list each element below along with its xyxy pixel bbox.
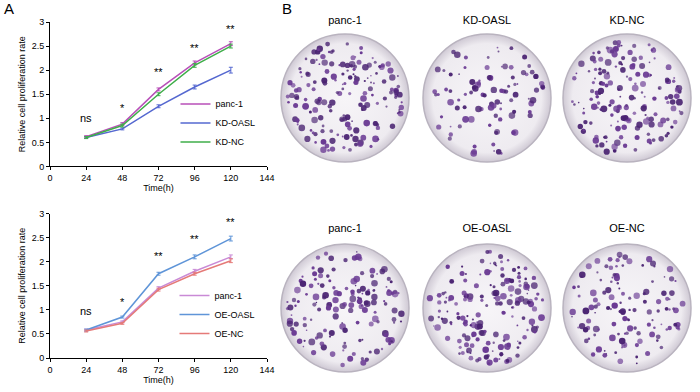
svg-text:KD-OASL: KD-OASL	[215, 118, 255, 128]
svg-text:Time(h): Time(h)	[143, 183, 174, 193]
svg-text:3: 3	[39, 17, 44, 27]
svg-text:24: 24	[81, 173, 91, 183]
svg-text:KD-OASL: KD-OASL	[463, 14, 511, 26]
svg-text:panc-1: panc-1	[328, 14, 362, 26]
svg-text:1.5: 1.5	[32, 281, 45, 291]
svg-text:*: *	[120, 102, 125, 114]
svg-text:48: 48	[117, 365, 127, 375]
svg-text:0: 0	[39, 353, 44, 363]
svg-text:Relative cell proliferation ra: Relative cell proliferation rate	[17, 36, 27, 152]
svg-text:*: *	[120, 296, 125, 308]
svg-text:**: **	[226, 216, 235, 228]
html-text:A: A	[4, 0, 14, 17]
svg-text:**: **	[190, 233, 199, 245]
svg-text:96: 96	[190, 365, 200, 375]
html-text:B: B	[282, 0, 292, 17]
svg-text:1.5: 1.5	[32, 89, 45, 99]
svg-text:48: 48	[117, 173, 127, 183]
svg-text:KD-NC: KD-NC	[215, 137, 244, 147]
svg-text:Time(h): Time(h)	[143, 375, 174, 385]
svg-text:0: 0	[39, 162, 44, 172]
svg-text:1: 1	[39, 113, 44, 123]
svg-text:OE-NC: OE-NC	[214, 329, 244, 339]
svg-text:KD-NC: KD-NC	[610, 14, 645, 26]
svg-text:2: 2	[39, 257, 44, 267]
svg-text:1: 1	[39, 305, 44, 315]
svg-text:72: 72	[153, 365, 163, 375]
svg-text:0: 0	[47, 365, 52, 375]
svg-text:OE-OASL: OE-OASL	[214, 310, 254, 320]
svg-text:24: 24	[81, 365, 91, 375]
svg-text:3: 3	[39, 209, 44, 219]
svg-text:0.5: 0.5	[32, 138, 45, 148]
svg-text:OE-OASL: OE-OASL	[463, 222, 512, 234]
svg-text:ns: ns	[80, 305, 92, 317]
svg-text:Relative cell proliferation ra: Relative cell proliferation rate	[17, 228, 27, 344]
svg-text:72: 72	[153, 173, 163, 183]
svg-text:panc-1: panc-1	[328, 222, 362, 234]
svg-text:**: **	[226, 23, 235, 35]
svg-text:120: 120	[223, 365, 238, 375]
svg-text:2.5: 2.5	[32, 41, 45, 51]
svg-text:144: 144	[259, 173, 274, 183]
svg-text:2.5: 2.5	[32, 233, 45, 243]
svg-text:120: 120	[223, 173, 238, 183]
svg-text:144: 144	[259, 365, 274, 375]
svg-text:OE-NC: OE-NC	[609, 222, 645, 234]
svg-text:96: 96	[190, 173, 200, 183]
svg-text:0.5: 0.5	[32, 329, 45, 339]
svg-text:panc-1: panc-1	[214, 291, 242, 301]
svg-text:panc-1: panc-1	[215, 99, 243, 109]
svg-text:**: **	[154, 250, 163, 262]
svg-text:**: **	[190, 42, 199, 54]
svg-text:ns: ns	[80, 112, 92, 124]
svg-text:0: 0	[47, 173, 52, 183]
svg-text:2: 2	[39, 65, 44, 75]
svg-text:**: **	[154, 66, 163, 78]
